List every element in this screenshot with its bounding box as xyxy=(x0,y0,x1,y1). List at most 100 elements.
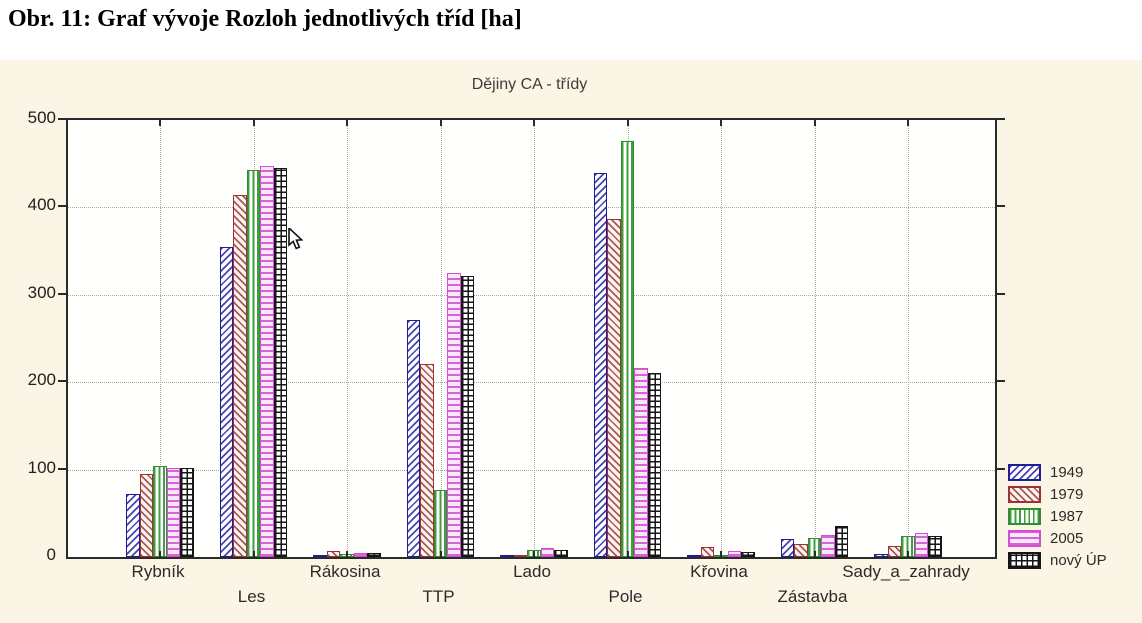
chart-panel: Dějiny CA - třídy 0 100 200 300 400 500 Rybník… xyxy=(0,60,1142,623)
bar-2005-Pole xyxy=(634,368,648,557)
x-tick-mark xyxy=(533,551,535,557)
bar-1987-TTP xyxy=(433,490,448,557)
y-gridline xyxy=(68,382,995,384)
x-tick-mark xyxy=(252,120,255,126)
bar-1949-Rákosina xyxy=(313,555,327,557)
x-gridline xyxy=(814,120,816,557)
bar-nový ÚP-Lado xyxy=(554,550,568,557)
bar-nový ÚP-Rákosina xyxy=(367,553,381,557)
bar-2005-Zástavba xyxy=(821,535,835,557)
y-tick-label: 200 xyxy=(27,370,56,390)
legend-label: 1987 xyxy=(1050,508,1084,525)
y-tick-label: 400 xyxy=(27,195,56,215)
y-tick-mark xyxy=(58,205,66,208)
x-tick-mark xyxy=(346,551,348,557)
legend-swatch-vertical xyxy=(1008,508,1041,525)
bar-1949-Sady_a_zahrady xyxy=(874,554,888,557)
legend-label: 2005 xyxy=(1050,530,1084,547)
y-tick-mark xyxy=(997,118,1005,120)
bar-1987-Rybník xyxy=(153,466,167,557)
bar-nový ÚP-Les xyxy=(273,168,288,557)
y-tick-mark xyxy=(58,380,66,383)
y-tick-mark xyxy=(997,380,1005,383)
x-gridline xyxy=(440,120,442,557)
x-tick-label: Sady_a_zahrady xyxy=(842,562,970,581)
bar-1979-TTP xyxy=(420,364,434,557)
x-tick-mark xyxy=(439,551,442,557)
y-gridline xyxy=(68,469,995,471)
legend-swatch-horizontal xyxy=(1008,530,1041,547)
y-tick-mark xyxy=(58,292,66,295)
bar-2005-Les xyxy=(260,166,274,557)
x-tick-mark xyxy=(720,551,722,557)
chart-title: Dějiny CA - třídy xyxy=(471,76,588,93)
y-tick-mark xyxy=(997,467,1005,470)
x-tick-mark xyxy=(533,120,535,126)
x-gridline xyxy=(160,120,161,557)
x-tick-label: Lado xyxy=(513,562,551,581)
y-gridline xyxy=(68,294,995,296)
plot-area xyxy=(66,118,997,559)
x-tick-label: Křovina xyxy=(690,562,748,581)
bar-nový ÚP-TTP xyxy=(460,276,475,557)
bar-1949-Rybník xyxy=(126,494,140,557)
y-tick-label: 0 xyxy=(46,545,56,564)
x-gridline xyxy=(908,120,909,557)
y-tick-label: 500 xyxy=(27,108,56,127)
bar-2005-Sady_a_zahrady xyxy=(914,533,929,557)
y-tick-mark xyxy=(997,292,1005,295)
legend-label: 1979 xyxy=(1050,486,1084,503)
x-tick-mark xyxy=(907,551,909,557)
bar-1979-Rákosina xyxy=(326,551,341,557)
x-tick-mark xyxy=(626,120,629,126)
x-gridline xyxy=(721,120,722,557)
y-tick-mark xyxy=(58,118,66,120)
bar-2005-Rákosina xyxy=(353,553,368,557)
bar-1987-Zástavba xyxy=(807,538,822,557)
x-tick-label: TTP xyxy=(422,587,455,606)
legend-label: nový ÚP xyxy=(1050,552,1107,569)
bar-1979-Sady_a_zahrady xyxy=(887,546,902,557)
bar-1979-Pole xyxy=(607,219,621,557)
bar-nový ÚP-Sady_a_zahrady xyxy=(928,536,942,557)
x-tick-mark xyxy=(720,120,722,126)
x-tick-mark xyxy=(252,551,255,557)
bar-nový ÚP-Pole xyxy=(647,373,662,557)
x-tick-mark xyxy=(813,551,816,557)
bar-nový ÚP-Křovina xyxy=(741,552,755,557)
bar-2005-Rybník xyxy=(166,468,181,557)
bar-1979-Křovina xyxy=(700,547,715,557)
bar-1987-Sady_a_zahrady xyxy=(901,536,915,557)
x-tick-label: Zástavba xyxy=(777,587,848,606)
legend-swatch-diagonal-down xyxy=(1008,486,1041,503)
x-tick-label: Rybník xyxy=(131,562,185,581)
figure-caption: Obr. 11: Graf vývoje Rozloh jednotlivých… xyxy=(8,6,522,32)
bar-2005-Lado xyxy=(540,548,555,557)
x-gridline xyxy=(534,120,535,557)
bar-1987-Les xyxy=(246,170,261,557)
x-tick-mark xyxy=(813,120,816,126)
y-tick-label: 100 xyxy=(27,457,56,477)
y-tick-label: 300 xyxy=(27,282,56,302)
bar-2005-TTP xyxy=(447,273,461,557)
x-tick-mark xyxy=(346,120,348,126)
y-tick-mark xyxy=(997,205,1005,208)
bar-2005-Křovina xyxy=(727,551,742,557)
legend-label: 1949 xyxy=(1050,464,1084,481)
bar-1949-TTP xyxy=(406,320,421,557)
bar-1979-Rybník xyxy=(139,474,154,557)
bar-1987-Pole xyxy=(620,141,635,557)
legend-swatch-grid xyxy=(1008,552,1041,569)
y-gridline xyxy=(68,207,995,209)
bar-1979-Lado xyxy=(513,555,528,557)
y-tick-mark xyxy=(58,467,66,470)
x-tick-mark xyxy=(907,120,909,126)
bar-1949-Křovina xyxy=(687,555,701,557)
x-tick-mark xyxy=(439,120,442,126)
bar-1979-Les xyxy=(233,195,247,557)
bar-1979-Zástavba xyxy=(794,544,808,557)
bar-nový ÚP-Zástavba xyxy=(834,526,849,557)
x-tick-mark xyxy=(159,120,161,126)
x-tick-mark xyxy=(626,551,629,557)
